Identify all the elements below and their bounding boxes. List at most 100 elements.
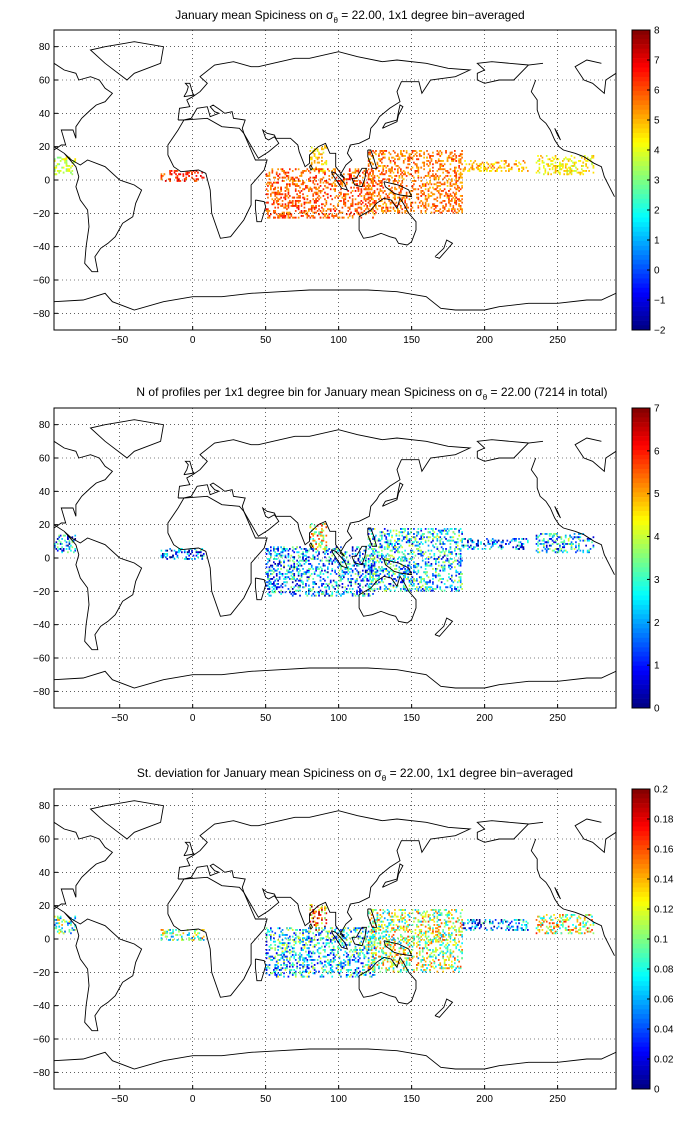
- panel-profile-count-title: N of profiles per 1x1 degree bin for Jan…: [136, 385, 607, 402]
- data-bin: [467, 170, 469, 172]
- data-bin: [275, 191, 278, 194]
- data-bin: [350, 186, 352, 189]
- data-bin: [341, 556, 344, 559]
- colorbar-swatch: [632, 450, 650, 456]
- data-bin: [331, 213, 334, 216]
- data-bin: [411, 180, 414, 182]
- data-bin: [312, 546, 315, 549]
- data-bin: [455, 559, 458, 562]
- data-bin: [404, 211, 406, 214]
- data-bin: [287, 193, 290, 196]
- data-bin: [585, 170, 587, 172]
- data-bin: [274, 198, 277, 201]
- data-bin: [478, 168, 481, 171]
- data-bin: [494, 539, 497, 542]
- data-bin: [389, 584, 392, 587]
- data-bin: [186, 551, 189, 554]
- data-bin: [325, 200, 328, 202]
- data-bin: [296, 559, 298, 562]
- data-bin: [195, 175, 198, 177]
- data-bin: [437, 151, 440, 154]
- data-bin: [421, 203, 424, 206]
- data-bin: [379, 165, 382, 167]
- data-bin: [572, 170, 574, 172]
- data-bin: [274, 211, 277, 214]
- data-bin: [554, 161, 557, 164]
- data-bin: [54, 160, 56, 162]
- data-bin: [265, 201, 268, 204]
- data-bin: [329, 551, 332, 554]
- data-bin: [373, 563, 376, 565]
- data-bin: [278, 559, 281, 562]
- data-bin: [426, 571, 428, 574]
- data-bin: [312, 181, 315, 184]
- data-bin: [338, 180, 341, 182]
- data-bin: [383, 588, 386, 590]
- data-bin: [316, 193, 319, 196]
- data-bin: [367, 196, 370, 199]
- data-bin: [61, 158, 63, 161]
- data-bin: [169, 556, 171, 559]
- data-bin: [286, 576, 288, 579]
- data-bin: [293, 564, 296, 567]
- data-bin: [67, 544, 69, 547]
- data-bin: [392, 584, 395, 587]
- data-bin: [436, 200, 439, 202]
- panel-spiciness: January mean Spiciness on σθ = 22.00, 1x…: [33, 8, 666, 346]
- data-bin: [324, 546, 326, 549]
- data-bin: [548, 165, 551, 167]
- data-bin: [400, 183, 402, 186]
- data-bin: [407, 541, 409, 544]
- data-bin: [398, 196, 401, 199]
- data-bin: [356, 548, 358, 550]
- data-bin: [372, 171, 374, 174]
- data-bin: [550, 533, 552, 535]
- colorbar-swatch: [632, 81, 650, 87]
- data-bin: [458, 203, 460, 206]
- colorbar-tick-label: 4: [654, 146, 660, 157]
- data-bin: [388, 543, 390, 545]
- data-bin: [68, 539, 71, 542]
- data-bin: [560, 541, 563, 544]
- data-bin: [459, 556, 462, 559]
- data-bin: [334, 581, 336, 584]
- data-bin: [379, 539, 382, 542]
- data-bin: [388, 178, 390, 181]
- data-bin: [302, 183, 304, 186]
- data-bin: [200, 549, 202, 552]
- data-bin: [277, 586, 279, 589]
- data-bin: [286, 185, 288, 187]
- data-bin: [435, 576, 437, 579]
- data-bin: [281, 211, 284, 214]
- data-bin: [373, 566, 376, 569]
- data-bin: [411, 190, 414, 192]
- data-bin: [397, 561, 399, 564]
- data-bin: [316, 148, 319, 151]
- data-bin: [267, 558, 269, 560]
- data-bin: [316, 158, 319, 161]
- data-bin: [413, 150, 415, 152]
- data-bin: [331, 591, 334, 594]
- data-bin: [277, 168, 279, 171]
- data-bin: [537, 548, 539, 550]
- data-bin: [459, 205, 462, 207]
- data-bin: [73, 551, 75, 554]
- data-bin: [548, 158, 551, 161]
- data-bin: [394, 175, 396, 177]
- data-bin: [413, 583, 415, 585]
- data-bin: [369, 568, 371, 570]
- data-bin: [375, 206, 377, 209]
- data-bin: [271, 168, 274, 171]
- data-bin: [302, 188, 304, 191]
- data-bin: [420, 528, 423, 530]
- data-bin: [421, 193, 424, 196]
- data-bin: [284, 198, 287, 201]
- data-bin: [383, 196, 386, 199]
- data-bin: [327, 566, 329, 569]
- data-bin: [454, 579, 456, 582]
- data-bin: [54, 915, 56, 918]
- data-bin: [54, 168, 56, 171]
- data-bin: [327, 568, 329, 570]
- colorbar-swatch: [632, 487, 650, 493]
- data-bin: [64, 920, 66, 923]
